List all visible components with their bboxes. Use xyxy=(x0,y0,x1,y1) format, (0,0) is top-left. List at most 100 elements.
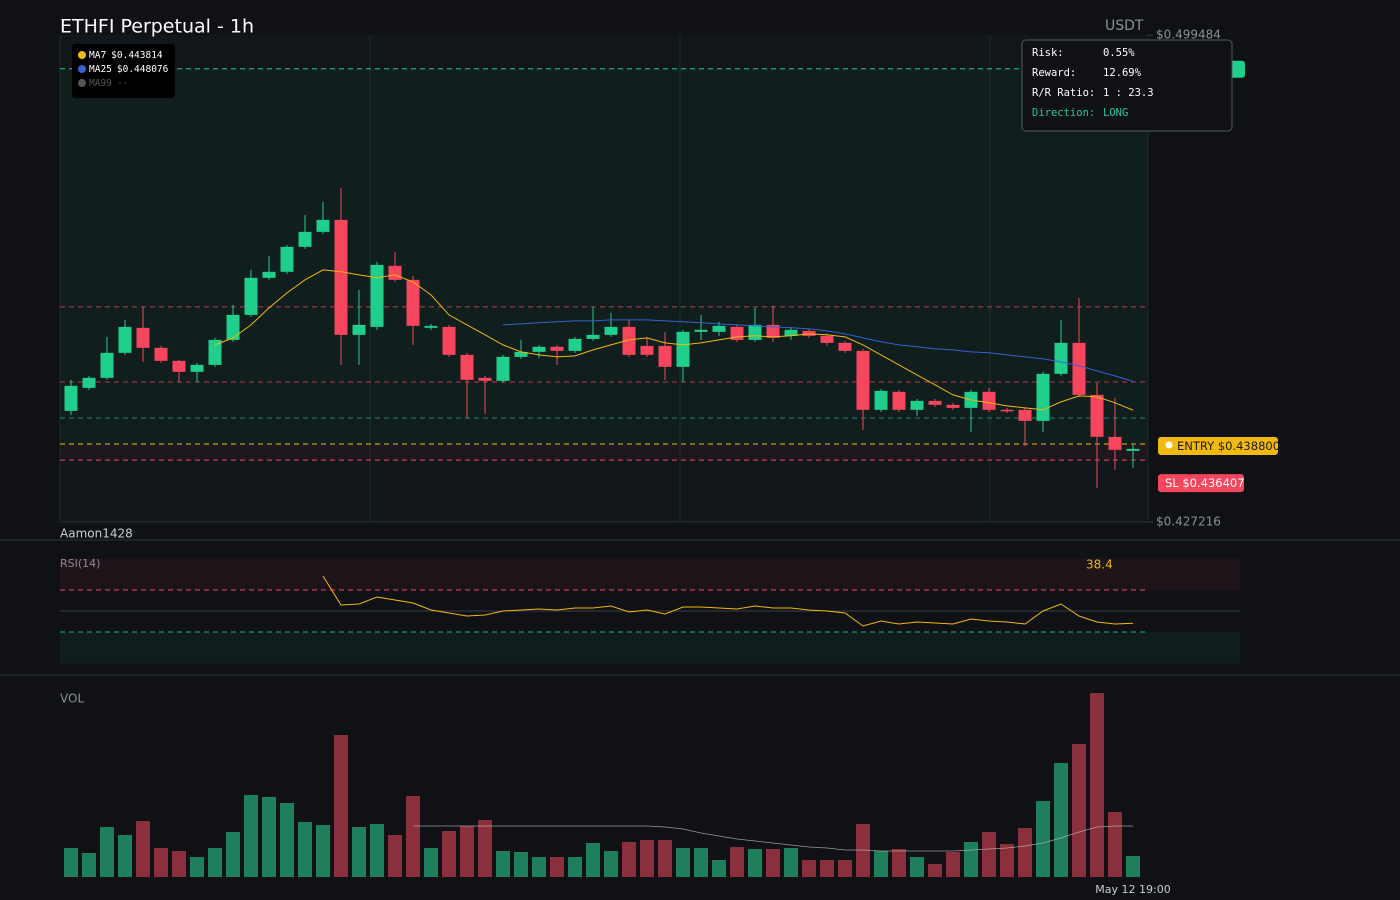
legend-name: MA99 xyxy=(89,78,112,89)
candle-body xyxy=(1036,373,1050,421)
candle-body xyxy=(154,347,168,361)
candle-body xyxy=(316,219,330,232)
candle-body xyxy=(712,325,726,332)
volume-bar xyxy=(118,835,132,877)
candle-body xyxy=(784,329,798,336)
entry-dot xyxy=(1165,441,1173,449)
candle-body xyxy=(352,324,366,335)
volume-bar xyxy=(928,864,942,877)
profit-zone xyxy=(60,68,1148,444)
volume-bar xyxy=(604,851,618,877)
candle-body xyxy=(478,377,492,381)
candle-body xyxy=(766,324,780,338)
candle-body xyxy=(604,326,618,335)
risk-panel xyxy=(1021,39,1233,132)
stop-loss-tag xyxy=(1158,474,1244,493)
candle-body xyxy=(388,265,402,280)
legend-swatch xyxy=(78,79,86,87)
legend-entry: MA99 -- xyxy=(89,78,128,89)
risk-value: 12.69% xyxy=(1103,67,1142,79)
volume-bar xyxy=(460,826,474,877)
volume-bar xyxy=(478,820,492,877)
volume-bar xyxy=(622,842,636,877)
legend-value: $0.443814 xyxy=(111,50,163,61)
candle-body xyxy=(856,350,870,410)
volume-bar xyxy=(802,860,816,877)
volume-bar xyxy=(406,796,420,877)
candle-body xyxy=(460,354,474,380)
legend-entry: MA7 $0.443814 xyxy=(89,50,163,61)
volume-bar xyxy=(676,848,690,877)
volume-bar xyxy=(586,843,600,877)
legend-value: $0.448076 xyxy=(117,64,169,75)
volume-bar xyxy=(442,831,456,877)
candle-body xyxy=(928,400,942,405)
candle-body xyxy=(496,356,510,381)
rsi-line xyxy=(322,575,1134,627)
volume-bar xyxy=(892,849,906,877)
legend-swatch xyxy=(78,65,86,73)
volume-bar xyxy=(316,825,330,877)
legend-entry: MA25 $0.448076 xyxy=(89,64,169,75)
candle-body xyxy=(910,400,924,410)
candle-body xyxy=(532,346,546,352)
volume-bar xyxy=(550,857,564,877)
candle-body xyxy=(1000,409,1014,412)
volume-bar xyxy=(856,824,870,877)
candle-body xyxy=(442,326,456,355)
volume-average-line xyxy=(413,825,1133,852)
candle-body xyxy=(1126,448,1140,451)
currency: USDT xyxy=(1105,18,1144,34)
candle-body xyxy=(514,351,528,357)
entry-label: ENTRY $0.438800 xyxy=(1177,439,1280,453)
candle-body xyxy=(226,314,240,340)
volume-bar xyxy=(424,848,438,877)
candle-body xyxy=(946,404,960,408)
volume-bar xyxy=(496,851,510,877)
candle-body xyxy=(802,330,816,336)
risk-value: 0.55% xyxy=(1103,47,1135,59)
candle-body xyxy=(892,391,906,410)
volume-bar xyxy=(244,795,258,877)
candle-body xyxy=(586,334,600,339)
volume-bar xyxy=(784,848,798,877)
volume-bar xyxy=(208,848,222,877)
watermark: Aamon1428 xyxy=(60,527,133,541)
risk-label: Direction: xyxy=(1032,107,1095,119)
risk-label: Risk: xyxy=(1032,47,1064,59)
volume-bar xyxy=(172,851,186,877)
candle-body xyxy=(82,377,96,388)
volume-bar xyxy=(1018,828,1032,877)
entry-tag xyxy=(1158,436,1278,455)
volume-bar xyxy=(766,849,780,877)
volume-bar xyxy=(1000,844,1014,877)
volume-bar xyxy=(658,840,672,877)
candle-body xyxy=(370,264,384,327)
volume-bar xyxy=(64,848,78,877)
volume-bar xyxy=(1054,763,1068,877)
candle-body xyxy=(838,342,852,351)
candle-body xyxy=(424,325,438,328)
loss-zone xyxy=(60,443,1148,461)
candle-body xyxy=(262,271,276,278)
chart-title: ETHFI Perpetual - 1h xyxy=(60,16,254,38)
candle-body xyxy=(568,338,582,351)
volume-bar xyxy=(298,822,312,877)
candle-body xyxy=(676,331,690,367)
volume-bar xyxy=(748,849,762,877)
y-tick-label: $0.427216 xyxy=(1156,515,1221,529)
volume-bar xyxy=(874,851,888,877)
candle-body xyxy=(982,391,996,410)
x-tick-label: May 12 19:00 xyxy=(1095,883,1170,896)
volume-bar xyxy=(370,824,384,877)
candle-body xyxy=(658,345,672,367)
volume-bar xyxy=(100,827,114,877)
candle-body xyxy=(136,327,150,348)
risk-label: Reward: xyxy=(1032,67,1076,79)
candle-body xyxy=(622,326,636,355)
volume-bar xyxy=(982,832,996,877)
volume-bar xyxy=(568,857,582,877)
volume-bar xyxy=(946,852,960,877)
